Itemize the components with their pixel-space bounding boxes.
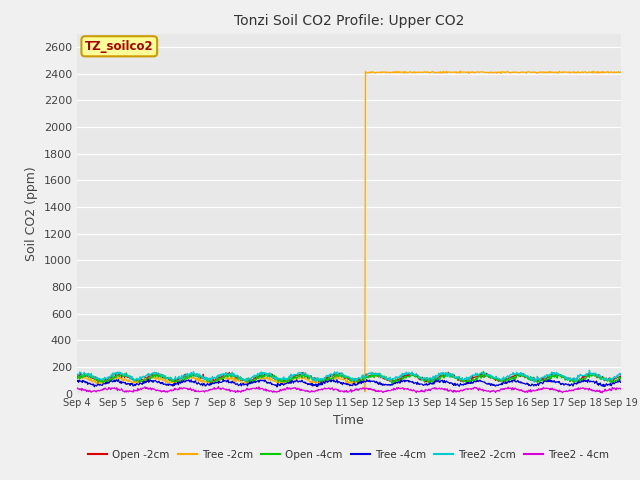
Legend: Open -2cm, Tree -2cm, Open -4cm, Tree -4cm, Tree2 -2cm, Tree2 - 4cm: Open -2cm, Tree -2cm, Open -4cm, Tree -4…	[84, 445, 614, 464]
X-axis label: Time: Time	[333, 414, 364, 427]
Y-axis label: Soil CO2 (ppm): Soil CO2 (ppm)	[25, 166, 38, 261]
Title: Tonzi Soil CO2 Profile: Upper CO2: Tonzi Soil CO2 Profile: Upper CO2	[234, 14, 464, 28]
Text: TZ_soilco2: TZ_soilco2	[85, 40, 154, 53]
